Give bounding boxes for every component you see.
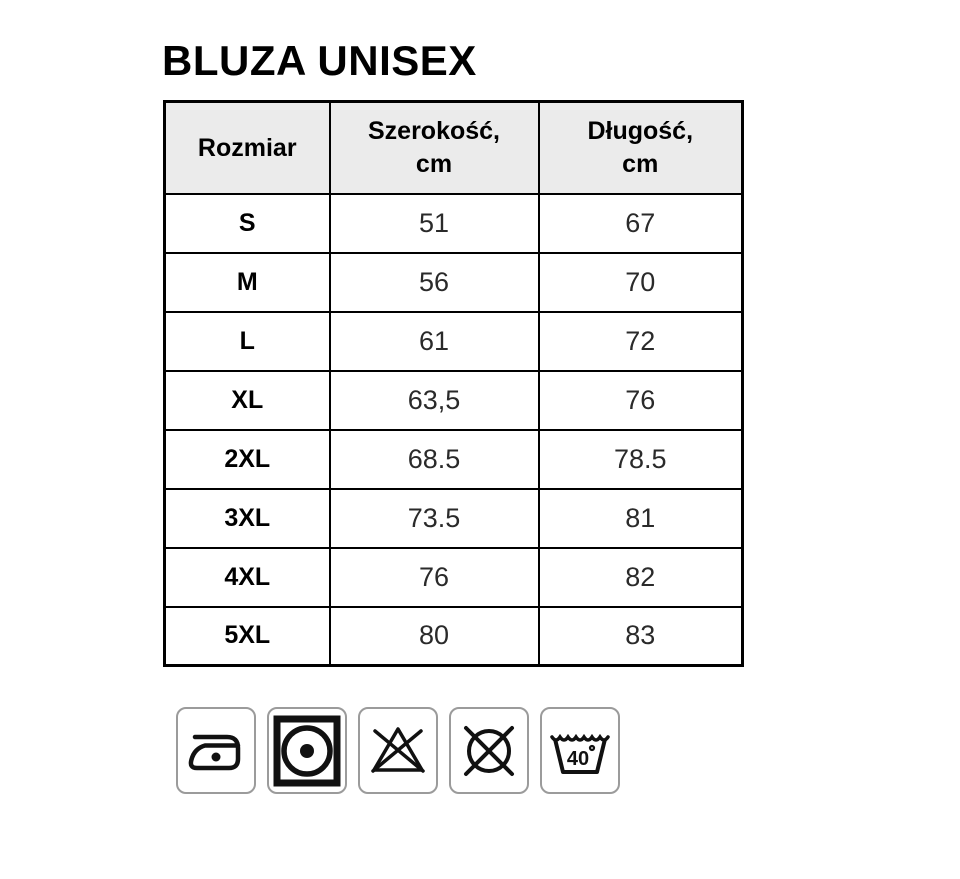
- tumble-dry-low-icon: [267, 707, 347, 794]
- iron-low-icon: [176, 707, 256, 794]
- size-table: Rozmiar Szerokość, cm Długość, cm S 51 67 …: [163, 100, 744, 667]
- width-cell: 51: [328, 192, 540, 254]
- width-cell: 76: [328, 546, 540, 608]
- size-cell: M: [163, 251, 331, 313]
- column-label: Rozmiar: [197, 133, 297, 162]
- size-cell: 4XL: [163, 546, 331, 608]
- size-cell: L: [163, 310, 331, 372]
- table-row: 2XL 68.5 78.5: [163, 428, 744, 490]
- size-cell: S: [163, 192, 331, 254]
- column-label: Długość,: [587, 117, 694, 146]
- length-cell: 72: [537, 310, 744, 372]
- width-cell: 80: [328, 605, 540, 667]
- width-cell: 63,5: [328, 369, 540, 431]
- column-label: Szerokość,: [367, 117, 500, 146]
- length-cell: 70: [537, 251, 744, 313]
- column-sublabel: cm: [622, 149, 659, 178]
- width-cell: 56: [328, 251, 540, 313]
- column-header-length: Długość, cm: [537, 100, 744, 195]
- column-header-size: Rozmiar: [163, 100, 331, 195]
- size-cell: 2XL: [163, 428, 331, 490]
- width-cell: 73.5: [328, 487, 540, 549]
- wash-40-icon: 40: [540, 707, 620, 794]
- size-cell: XL: [163, 369, 331, 431]
- table-row: L 61 72: [163, 310, 744, 372]
- table-row: 5XL 80 83: [163, 605, 744, 667]
- table-row: M 56 70: [163, 251, 744, 313]
- column-sublabel: cm: [415, 149, 453, 178]
- table-row: 3XL 73.5 81: [163, 487, 744, 549]
- care-icons-row: 40: [176, 707, 620, 794]
- table-row: S 51 67: [163, 192, 744, 254]
- degree-mark: [588, 744, 596, 751]
- page-title: BLUZA UNISEX: [162, 37, 477, 84]
- column-header-width: Szerokość, cm: [328, 100, 540, 195]
- width-cell: 61: [328, 310, 540, 372]
- length-cell: 76: [537, 369, 744, 431]
- table-row: 4XL 76 82: [163, 546, 744, 608]
- length-cell: 81: [537, 487, 744, 549]
- wash-temperature-label: 40: [567, 748, 589, 770]
- do-not-bleach-icon: [358, 707, 438, 794]
- length-cell: 83: [537, 605, 744, 667]
- length-cell: 78.5: [537, 428, 744, 490]
- width-cell: 68.5: [328, 428, 540, 490]
- table-header-row: Rozmiar Szerokość, cm Długość, cm: [163, 100, 744, 195]
- size-cell: 5XL: [163, 605, 331, 667]
- size-cell: 3XL: [163, 487, 331, 549]
- table-row: XL 63,5 76: [163, 369, 744, 431]
- do-not-dry-clean-icon: [449, 707, 529, 794]
- length-cell: 82: [537, 546, 744, 608]
- length-cell: 67: [537, 192, 744, 254]
